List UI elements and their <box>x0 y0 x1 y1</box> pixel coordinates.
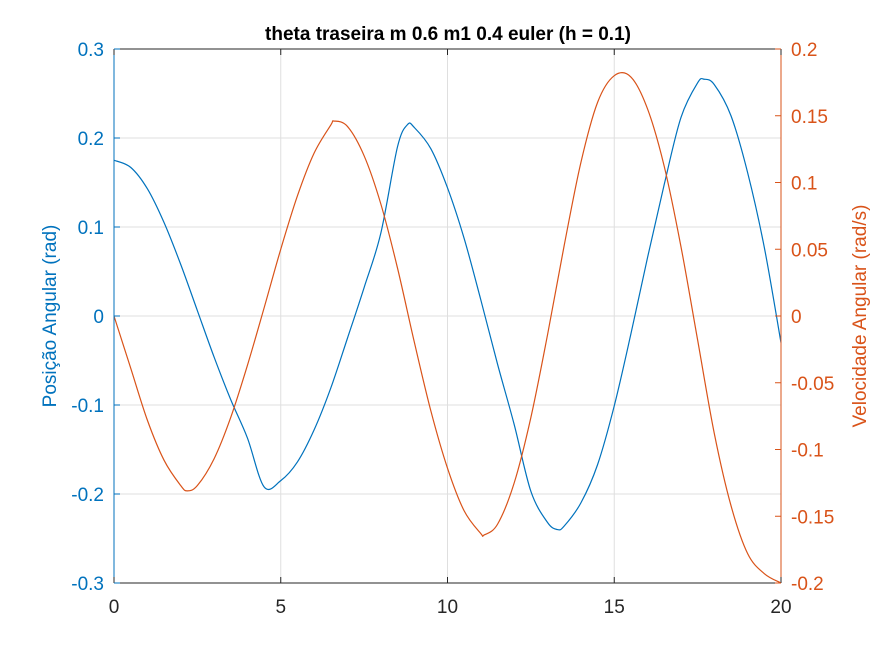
y-right-tick-label: -0.2 <box>791 574 824 595</box>
y-axis-left-label: Posição Angular (rad) <box>40 225 61 408</box>
y-right-tick-label: 0.2 <box>791 40 817 61</box>
x-tick-label: 15 <box>604 597 625 618</box>
y-right-tick-label: -0.1 <box>791 441 824 462</box>
y-left-tick-label: 0.2 <box>78 129 104 150</box>
x-tick-label: 20 <box>770 597 791 618</box>
y-left-tick-label: 0 <box>93 307 104 328</box>
series-line-posicao <box>113 77 782 531</box>
y-left-tick-label: -0.1 <box>71 396 104 417</box>
y-right-tick-label: 0.05 <box>791 240 828 261</box>
x-tick-label: 10 <box>437 597 458 618</box>
x-tick-label: 0 <box>109 597 120 618</box>
y-right-tick-label: 0 <box>791 307 802 328</box>
y-left-tick-label: -0.2 <box>71 485 104 506</box>
x-tick-label: 5 <box>275 597 286 618</box>
chart-title: theta traseira m 0.6 m1 0.4 euler (h = 0… <box>265 24 631 45</box>
ticks: 0 5 10 15 20 0.3 0.2 0.1 0 -0.1 -0.2 -0.3 0.2 0.15 0.1… <box>71 40 834 618</box>
y-axis-right-label: Velocidade Angular (rad/s) <box>850 205 871 428</box>
y-left-tick-label: -0.3 <box>71 574 104 595</box>
y-right-tick-label: 0.1 <box>791 174 817 195</box>
series-line-velocidade <box>113 72 782 584</box>
y-right-tick-label: -0.15 <box>791 507 834 528</box>
series-group <box>113 72 782 584</box>
y-left-tick-label: 0.1 <box>78 218 104 239</box>
y-left-tick-label: 0.3 <box>78 40 104 61</box>
y-right-tick-label: -0.05 <box>791 374 834 395</box>
y-right-tick-label: 0.15 <box>791 107 828 128</box>
